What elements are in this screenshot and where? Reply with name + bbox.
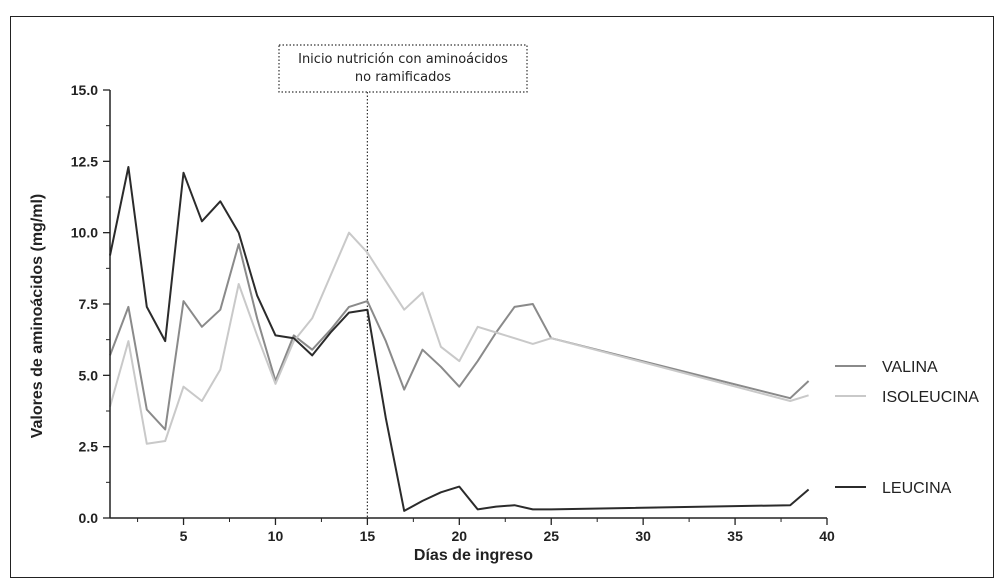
series-line-leucina: [109, 166, 810, 512]
y-tick-label: 5.0: [79, 367, 99, 383]
x-tick-label: 15: [360, 528, 376, 544]
x-tick-label: 10: [268, 528, 284, 544]
x-tick-label: 5: [180, 528, 188, 544]
annotation-text: no ramificados: [355, 70, 451, 85]
y-tick-label: 15.0: [71, 82, 98, 98]
legend-label-leucina: LEUCINA: [882, 480, 952, 497]
annotation-text: Inicio nutrición con aminoácidos: [298, 52, 508, 67]
series-line-isoleucina: [109, 231, 809, 445]
chart-frame: [10, 16, 994, 578]
x-axis-title: Días de ingreso: [414, 547, 533, 564]
y-tick-label: 2.5: [79, 439, 99, 455]
x-tick-label: 20: [452, 528, 468, 544]
y-tick-label: 12.5: [71, 153, 98, 169]
series-line-valina: [109, 243, 810, 431]
x-tick-label: 30: [635, 528, 651, 544]
y-tick-label: 10.0: [71, 225, 98, 241]
x-tick-label: 40: [819, 528, 835, 544]
legend-label-isoleucina: ISOLEUCINA: [882, 389, 979, 406]
annotation-box: [278, 44, 528, 93]
y-tick-label: 0.0: [79, 510, 99, 526]
y-tick-label: 7.5: [79, 296, 99, 312]
y-axis-title: Valores de aminoácidos (mg/ml): [29, 194, 46, 439]
x-tick-label: 35: [727, 528, 743, 544]
x-tick-label: 25: [543, 528, 559, 544]
legend-label-valina: VALINA: [882, 359, 938, 376]
